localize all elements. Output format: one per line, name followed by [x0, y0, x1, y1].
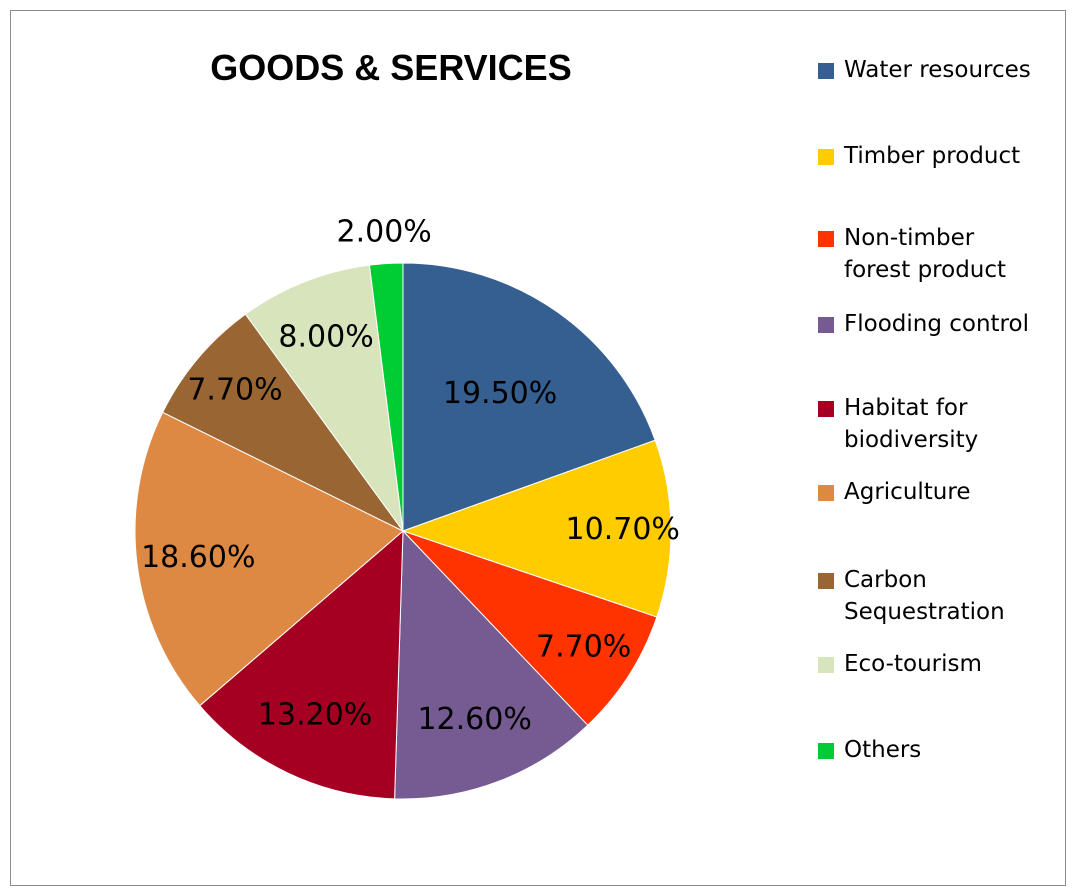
slice-data-label-1: 10.70%	[566, 512, 680, 547]
slice-data-label-5: 18.60%	[141, 540, 255, 575]
pie-slice-4	[199, 529, 404, 800]
slice-data-label-4: 13.20%	[258, 698, 372, 733]
slice-data-label-7: 8.00%	[278, 320, 373, 355]
slice-data-label-8: 2.00%	[336, 214, 431, 249]
slice-data-label-2: 7.70%	[536, 629, 631, 664]
pie-slice-5	[134, 411, 404, 707]
pie-slice-6	[162, 313, 404, 532]
chart-title: GOODS & SERVICES	[210, 47, 572, 88]
pie-slice-3	[394, 529, 589, 800]
pie-slice-7	[244, 264, 404, 532]
slice-data-label-0: 19.50%	[443, 376, 557, 411]
pie-slice-0	[402, 262, 656, 532]
pie-slice-8	[368, 262, 404, 532]
pie-slice-2	[402, 530, 658, 726]
slice-data-label-3: 12.60%	[417, 702, 531, 737]
pie-slice-1	[401, 439, 672, 618]
slice-data-label-6: 7.70%	[187, 372, 282, 407]
